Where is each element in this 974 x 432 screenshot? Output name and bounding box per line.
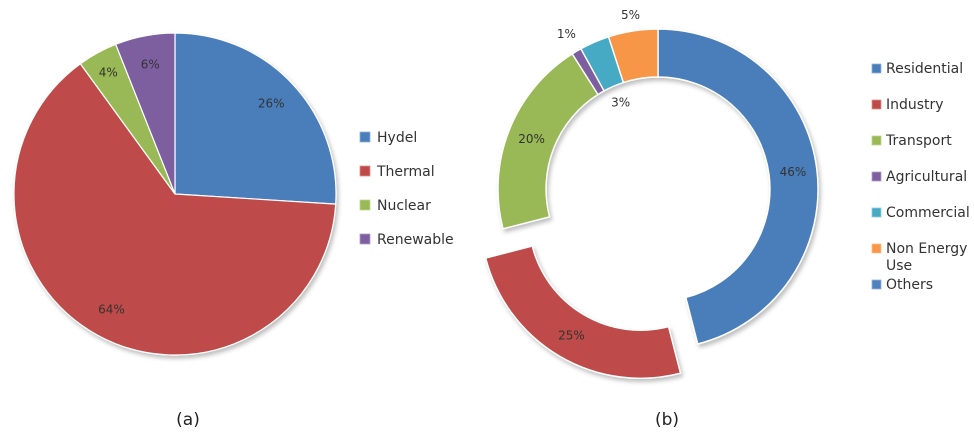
legend-label-nuclear: Nuclear (377, 198, 431, 214)
donut-segment-non-energy-use (607, 28, 659, 84)
pie-slice-hydel (174, 32, 337, 205)
legend-swatch-non-energy-use (871, 243, 882, 254)
donut-chart-b: 46% 25% 20% 1% 3% 5% Residential Industry Trans… (484, 8, 970, 430)
legend-swatch-residential (871, 63, 882, 74)
pie-a-legend: Hydel Thermal Nuclear Renewable (359, 130, 454, 248)
legend-swatch-renewable (359, 233, 371, 245)
data-label-transport: 20% (518, 132, 545, 146)
legend-label-industry: Industry (886, 97, 944, 113)
data-label-thermal: 64% (98, 303, 125, 317)
caption-a: (a) (176, 410, 200, 430)
donut-segment-industry (484, 245, 682, 379)
data-label-industry: 25% (558, 328, 585, 342)
donut-b-data-labels: 46% 25% 20% 1% 3% 5% (518, 8, 806, 342)
legend-swatch-nuclear (359, 199, 371, 211)
pie-chart-a: 26%64%4%6% HydelThermalNuclearRenewable … (13, 32, 454, 430)
legend-label-others: Others (886, 277, 933, 293)
data-label-commercial: 3% (611, 96, 630, 110)
data-label-agricultural: 1% (557, 27, 576, 41)
legend-label-thermal: Thermal (376, 164, 435, 180)
legend-label-hydel: Hydel (377, 130, 417, 146)
donut-segment-transport (497, 52, 599, 230)
data-label-hydel: 26% (258, 97, 285, 111)
pie-a-data-labels: 26% 64% 4% 6% (98, 57, 284, 316)
legend-swatch-commercial (871, 207, 882, 218)
legend-swatch-others (871, 279, 882, 290)
legend-swatch-agricultural (871, 171, 882, 182)
legend-swatch-transport (871, 135, 882, 146)
pie-slice-renewable (114, 32, 176, 195)
pie-a-slices (13, 32, 337, 356)
legend-swatch-thermal (359, 165, 371, 177)
legend-label-commercial: Commercial (886, 205, 970, 221)
legend-label-non-energy-use: Non Energy Use (886, 241, 967, 274)
donut-segment-residential (657, 28, 819, 345)
data-label-non-energy-use: 5% (621, 8, 640, 22)
data-label-nuclear: 4% (99, 66, 118, 80)
data-label-renewable: 6% (141, 57, 160, 71)
pie-slice-thermal (13, 62, 337, 356)
legend-swatch-hydel (359, 131, 371, 143)
caption-b: (b) (655, 410, 679, 430)
legend-swatch-industry (871, 99, 882, 110)
legend-label-transport: Transport (885, 133, 952, 149)
legend-label-renewable: Renewable (377, 232, 454, 248)
data-label-residential: 46% (780, 165, 807, 179)
legend-label-agricultural: Agricultural (886, 169, 967, 185)
donut-b-slices (484, 28, 819, 379)
legend-label-residential: Residential (886, 61, 963, 77)
donut-b-legend: Residential Industry Transport Agricultural… (871, 61, 970, 293)
